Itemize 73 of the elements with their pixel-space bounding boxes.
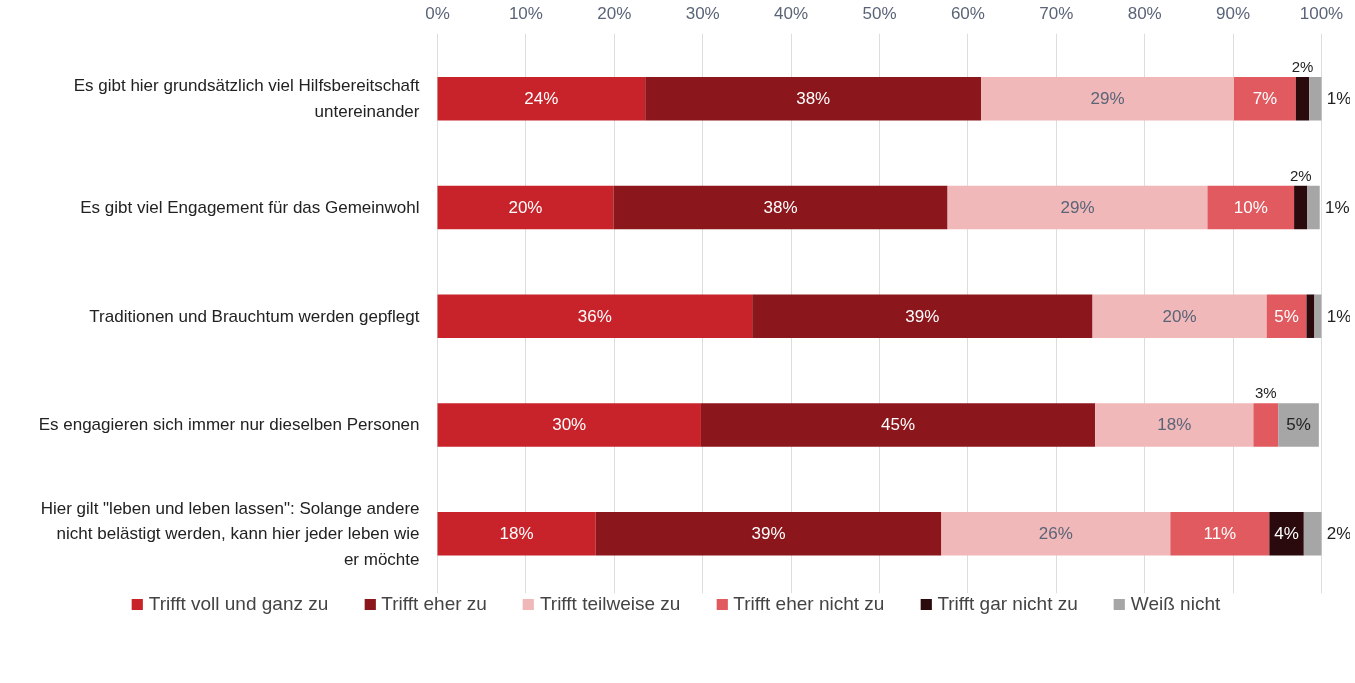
bar	[1092, 294, 1267, 338]
data-label: 18%	[1157, 415, 1192, 435]
bar	[981, 77, 1234, 121]
data-label: 39%	[905, 306, 940, 326]
data-label: 20%	[508, 197, 543, 217]
bar	[1314, 294, 1322, 338]
data-label: 10%	[1233, 197, 1268, 217]
bar	[1307, 185, 1320, 230]
y-tick-label: Hier gilt "leben und leben lassen": Solange andere nicht belästigt werden, kann hier jeder leben wie er möchte	[40, 498, 420, 569]
x-tick-label: 50%	[862, 3, 897, 23]
bar	[437, 185, 614, 230]
bar	[437, 77, 646, 121]
bar	[645, 77, 982, 121]
x-tick-label: 70%	[1039, 3, 1074, 23]
legend-label: Trifft teilweise zu	[539, 593, 681, 615]
data-label: 24%	[524, 89, 559, 109]
bar	[700, 403, 1096, 447]
bar	[1306, 294, 1315, 338]
bar	[752, 294, 1093, 338]
data-label: 38%	[796, 89, 831, 109]
data-label: 36%	[577, 306, 612, 326]
data-label: 2%	[1326, 524, 1352, 544]
legend-label: Trifft eher nicht zu	[733, 593, 885, 615]
bar	[437, 403, 701, 447]
x-tick-label: 90%	[1216, 3, 1251, 23]
legend-label: Trifft eher zu	[381, 593, 487, 615]
x-tick-label: 30%	[685, 3, 720, 23]
bar	[1303, 511, 1322, 556]
data-label: 38%	[763, 197, 798, 217]
data-label: 30%	[552, 415, 587, 435]
bar	[947, 185, 1208, 230]
data-label: 7%	[1252, 89, 1278, 109]
data-label: 2%	[1291, 57, 1314, 75]
bar	[941, 511, 1171, 556]
bar	[1295, 77, 1310, 121]
x-tick-label: 20%	[597, 3, 632, 23]
bar	[1309, 77, 1322, 121]
data-label: 39%	[751, 524, 786, 544]
data-label: 29%	[1090, 89, 1125, 109]
data-label: 1%	[1326, 89, 1352, 109]
bar	[1253, 403, 1279, 447]
data-label: 45%	[881, 415, 916, 435]
data-label: 29%	[1060, 197, 1095, 217]
y-tick-label: Es engagieren sich immer nur dieselben Personen	[38, 415, 420, 435]
data-label: 4%	[1274, 524, 1299, 544]
y-tick-label: Es gibt hier grundsätzlich viel Hilfsbereitschaft untereinander	[73, 76, 420, 122]
data-label: 5%	[1274, 306, 1299, 326]
data-label: 3%	[1254, 384, 1277, 402]
data-label: 1%	[1326, 306, 1352, 326]
x-tick-label: 40%	[774, 3, 809, 23]
data-label: 11%	[1203, 524, 1237, 544]
bar	[437, 294, 753, 338]
bar	[1095, 403, 1254, 447]
x-tick-label: 0%	[425, 3, 450, 23]
x-tick-label: 100%	[1299, 3, 1344, 23]
bar	[1294, 185, 1308, 230]
bar	[613, 185, 948, 230]
legend-label: Trifft gar nicht zu	[937, 593, 1078, 615]
data-label: 1%	[1325, 197, 1350, 217]
x-tick-label: 80%	[1127, 3, 1162, 23]
data-label: 2%	[1289, 166, 1312, 184]
data-label: 20%	[1162, 306, 1197, 326]
x-tick-label: 60%	[950, 3, 985, 23]
data-label: 26%	[1038, 524, 1073, 544]
data-label: 18%	[499, 524, 534, 544]
legend-label: Trifft voll und ganz zu	[148, 593, 329, 615]
bar	[437, 511, 596, 556]
y-tick-label: Traditionen und Brauchtum werden gepflegt	[89, 306, 420, 326]
y-tick-label: Es gibt viel Engagement für das Gemeinwohl	[80, 197, 420, 217]
data-label: 5%	[1286, 415, 1311, 435]
legend-label: Weiß nicht	[1130, 593, 1221, 615]
bar	[595, 511, 942, 556]
x-tick-label: 10%	[508, 3, 543, 23]
